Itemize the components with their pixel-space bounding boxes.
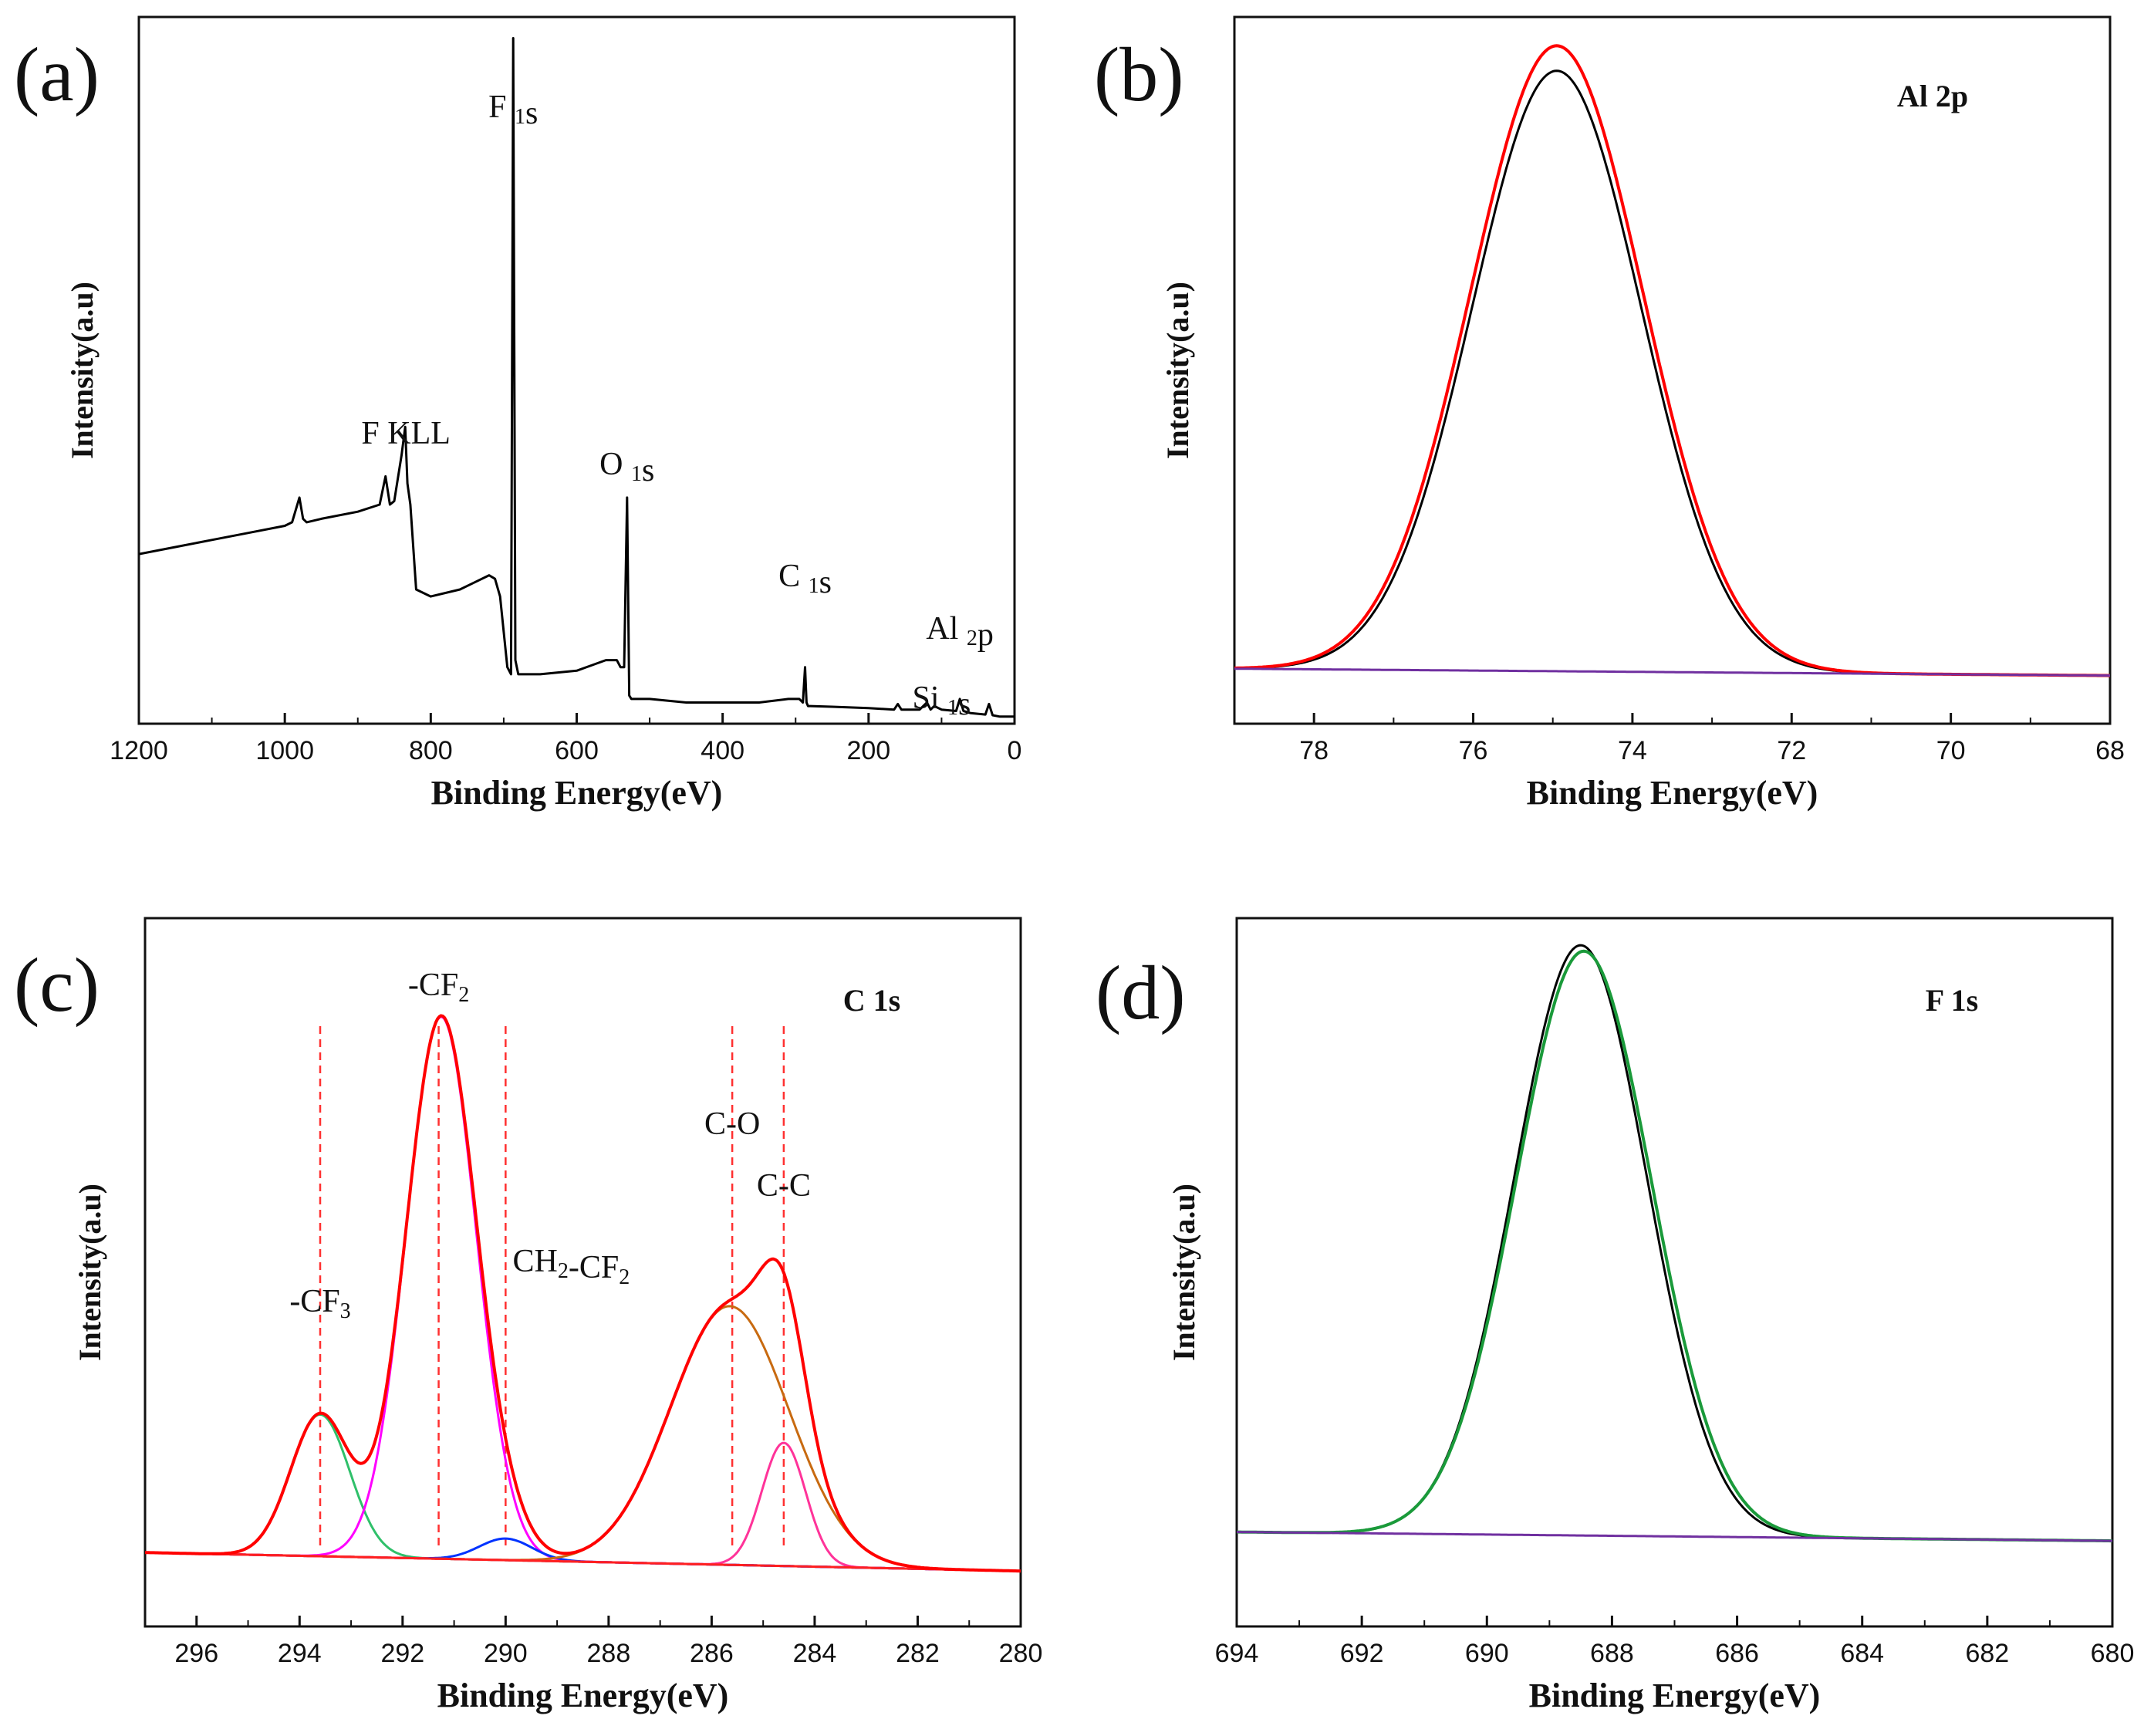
series-envelope: [145, 1014, 1021, 1573]
x-tick-label: 694: [1215, 1639, 1259, 1668]
panel-b: (b) 78 76 74 72 70 68 Binding Energy(eV) Intensi…: [1094, 15, 2125, 812]
series-fitted-curve: [1234, 44, 2110, 677]
y-axis-label: Intensity(a.u): [73, 1184, 107, 1361]
series-c-o: [145, 1305, 1021, 1572]
x-axis-label: Binding Energy(eV): [437, 1677, 729, 1714]
peak-annotation: Si 1s: [912, 681, 971, 722]
x-tick-label: 280: [999, 1639, 1043, 1668]
plot-area: [145, 1014, 1021, 1573]
x-tick-label: 1200: [110, 736, 168, 765]
x-tick-label: 286: [690, 1639, 734, 1668]
plot-frame: [137, 15, 1016, 725]
peak-annotation: -CF3: [289, 1284, 350, 1323]
plot-frame: [143, 917, 1022, 1628]
x-tick-label: 74: [1618, 736, 1647, 765]
y-axis-label: Intensity(a.u): [1160, 282, 1195, 459]
peak-annotation: C-O: [704, 1106, 760, 1142]
peak-annotation: -CF2: [408, 968, 469, 1007]
x-tick-label: 684: [1840, 1639, 1884, 1668]
plot-frame: [1233, 15, 2112, 725]
series--cf2: [145, 1015, 1021, 1572]
plot-area: [139, 37, 1015, 718]
series-fitted-curve: [1237, 949, 2112, 1543]
x-tick-label: 296: [174, 1639, 218, 1668]
peak-annotation: CH2-CF2: [512, 1244, 630, 1289]
x-tick-label: 72: [1777, 736, 1806, 765]
series-background: [1234, 667, 2110, 677]
x-tick-label: 682: [1965, 1639, 2009, 1668]
x-tick-label: 800: [409, 736, 453, 765]
peak-annotation: F 1s: [488, 90, 538, 131]
peak-annotation: C 1s: [778, 559, 832, 600]
x-tick-label: 680: [2091, 1639, 2135, 1668]
peak-annotation: C-C: [757, 1168, 811, 1204]
peak-annotation: O 1s: [599, 447, 654, 488]
series-background: [145, 1551, 1021, 1572]
x-tick-label: 290: [484, 1639, 528, 1668]
x-tick-label: 688: [1590, 1639, 1634, 1668]
x-tick-label: 68: [2095, 736, 2125, 765]
panel-letter: (c): [14, 942, 100, 1028]
plot-area: [1237, 944, 2112, 1543]
peak-annotation: Al 2p: [926, 611, 994, 653]
panel-c: (c) 296 294 292 290 288 286 284 282 280 Binding En…: [14, 917, 1043, 1714]
panel-letter: (b): [1094, 32, 1184, 117]
x-tick-label: 294: [278, 1639, 322, 1668]
x-axis-label: Binding Energy(eV): [431, 774, 723, 812]
panel-title: Al 2p: [1897, 79, 1968, 113]
x-tick-label: 282: [896, 1639, 940, 1668]
x-tick-label: 284: [793, 1639, 837, 1668]
series--cf3: [145, 1413, 1021, 1572]
series-raw-data: [1234, 69, 2110, 677]
x-tick-label: 200: [846, 736, 890, 765]
x-axis-label: Binding Energy(eV): [1527, 774, 1818, 812]
x-tick-label: 690: [1465, 1639, 1509, 1668]
x-tick-label: 76: [1459, 736, 1488, 765]
x-tick-label: 692: [1340, 1639, 1384, 1668]
x-tick-label: 400: [701, 736, 744, 765]
x-tick-label: 686: [1715, 1639, 1759, 1668]
x-tick-label: 78: [1299, 736, 1329, 765]
panel-title: C 1s: [843, 983, 900, 1018]
x-tick-label: 600: [555, 736, 599, 765]
plot-frame: [1235, 917, 2114, 1628]
panel-title: F 1s: [1926, 983, 1979, 1018]
series-background: [1237, 1531, 2112, 1542]
series-survey: [139, 37, 1015, 718]
x-tick-label: 0: [1008, 736, 1022, 765]
y-axis-label: Intensity(a.u): [1167, 1184, 1201, 1361]
series-raw-data: [1237, 944, 2112, 1542]
x-tick-label: 1000: [255, 736, 314, 765]
panel-d: (d) 694 692 690 688 686 684 682 680 Binding Energ…: [1096, 917, 2135, 1714]
panel-letter: (a): [14, 32, 100, 117]
x-tick-label: 288: [587, 1639, 631, 1668]
panel-a: (a) 1200 1000 800 600 400 200 0 Binding Energy(e…: [14, 15, 1022, 812]
panel-letter: (d): [1096, 950, 1186, 1035]
x-axis-label: Binding Energy(eV): [1529, 1677, 1821, 1714]
y-axis-label: Intensity(a.u): [65, 282, 100, 459]
x-tick-label: 70: [1936, 736, 1966, 765]
plot-area: [1234, 44, 2110, 677]
peak-annotation: F KLL: [361, 416, 451, 451]
x-tick-label: 292: [380, 1639, 424, 1668]
